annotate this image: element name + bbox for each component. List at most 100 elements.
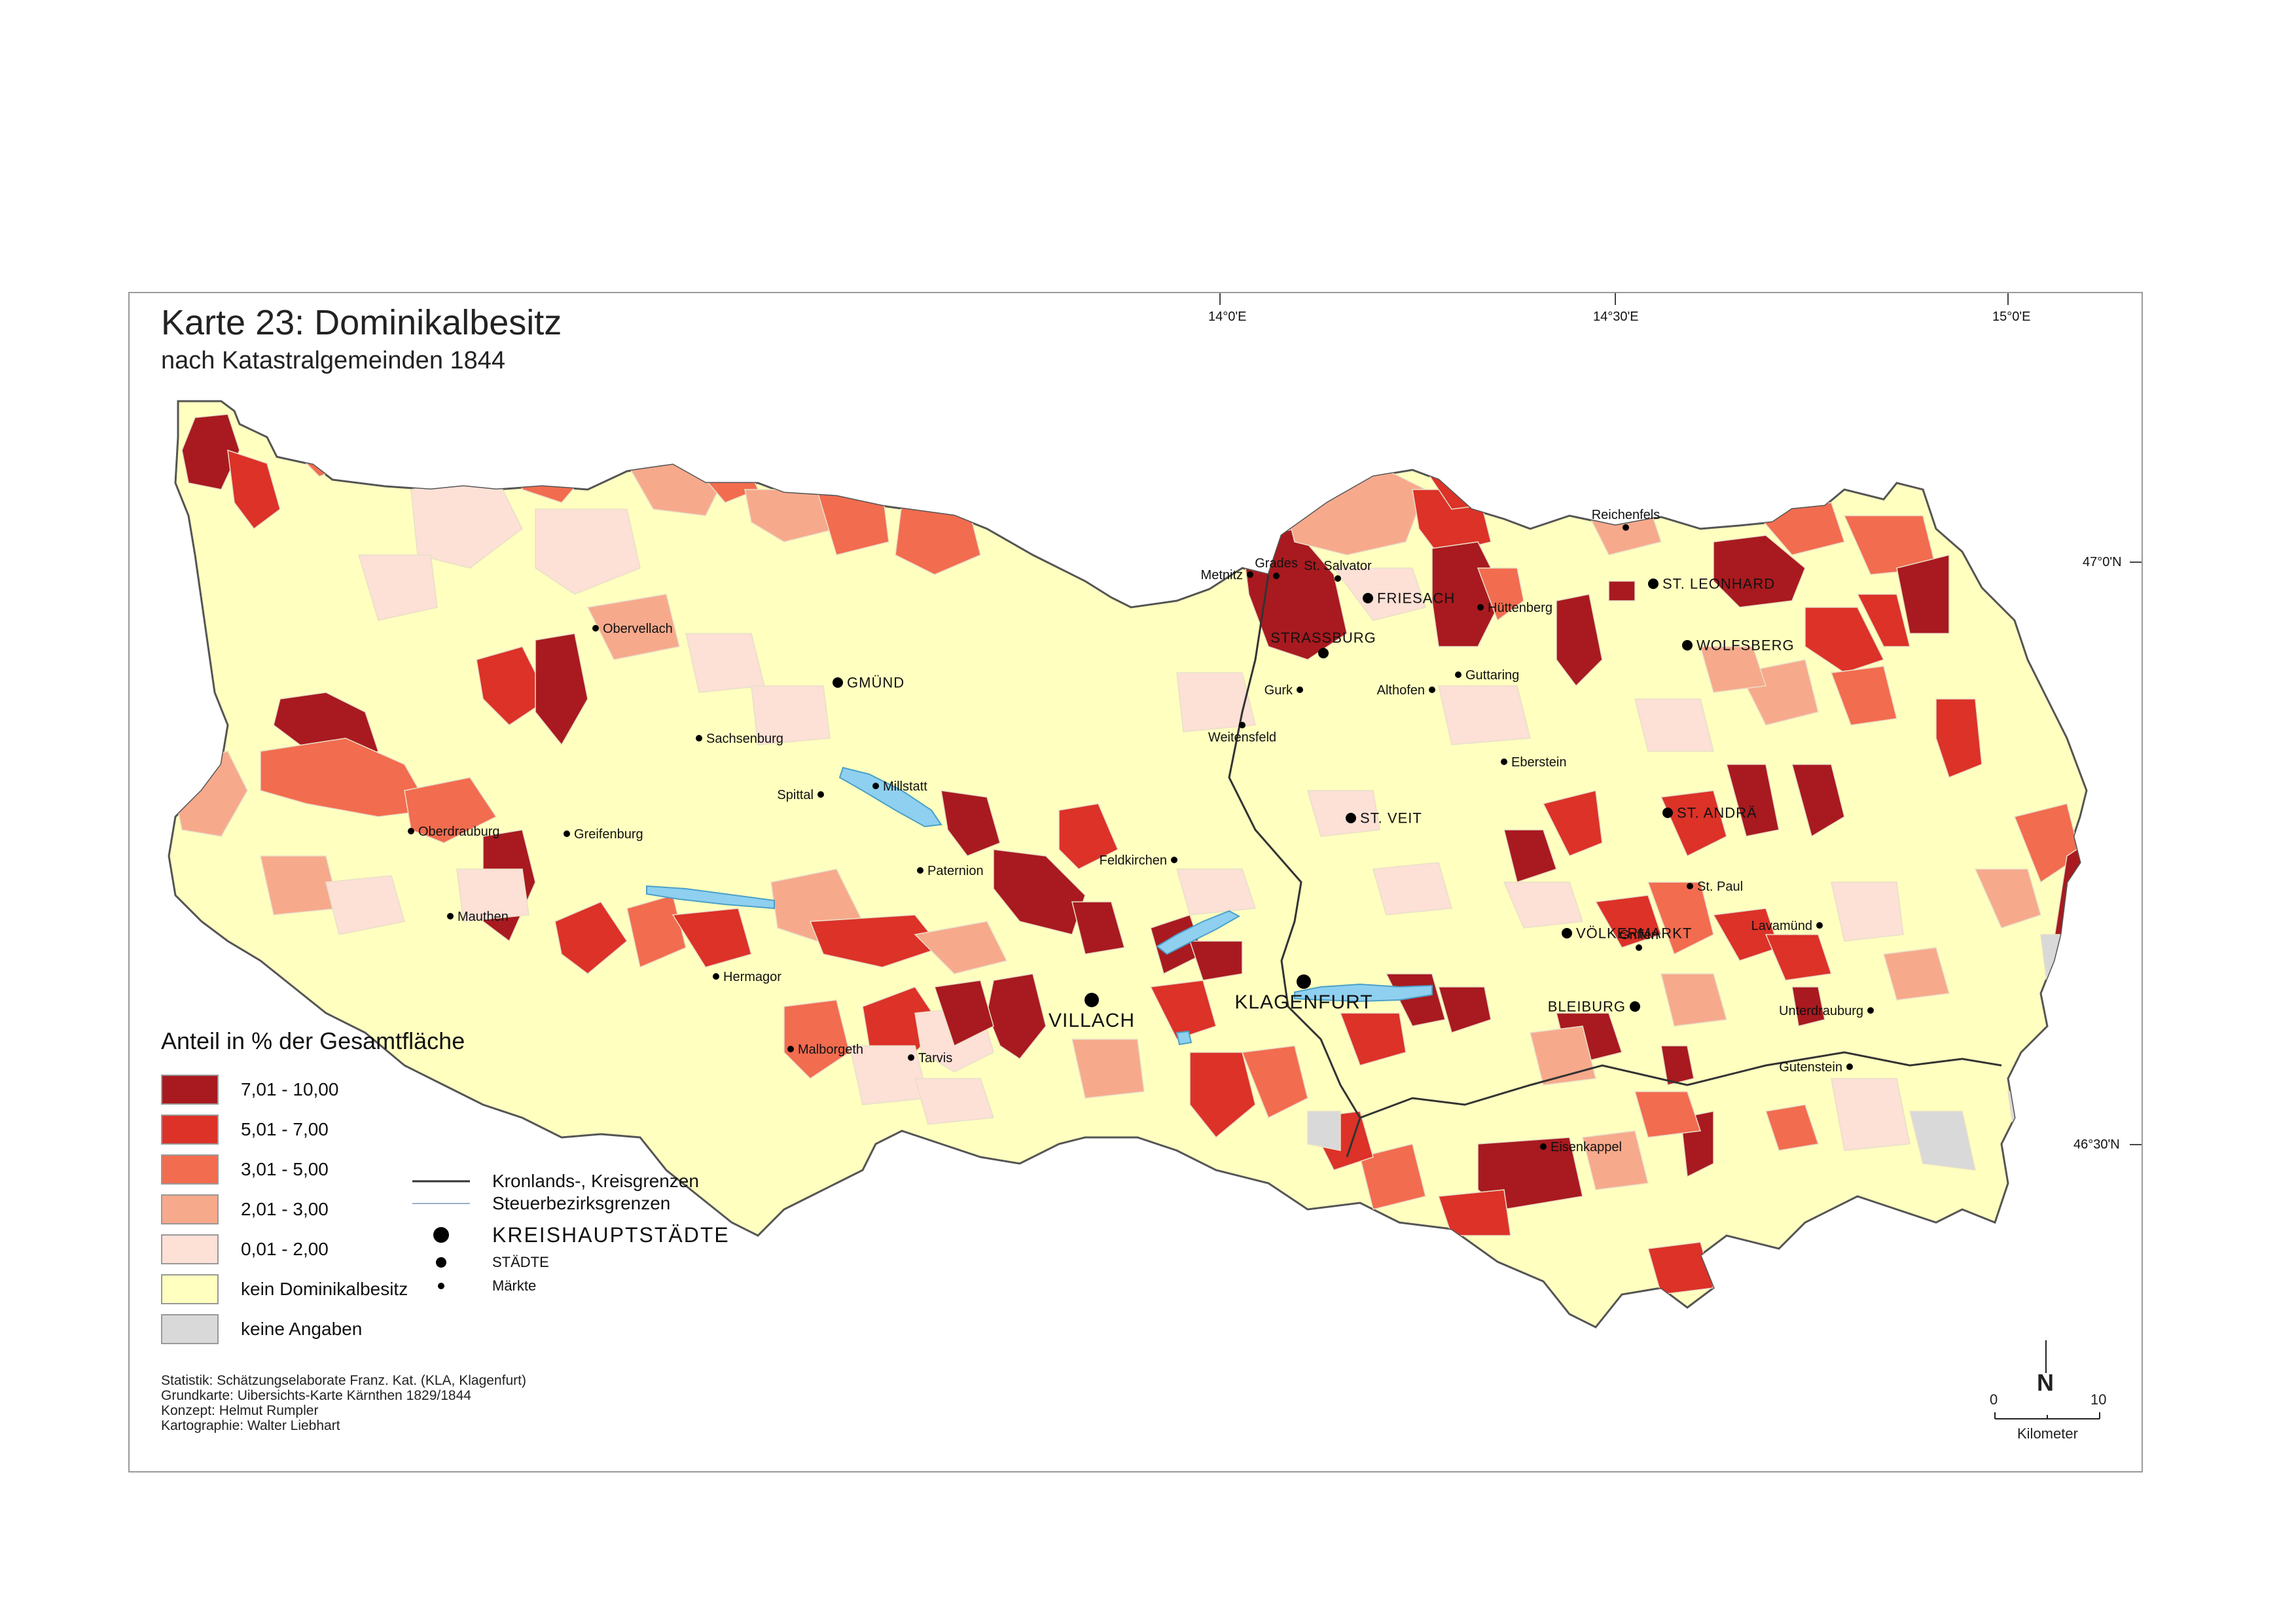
gemeinde-area bbox=[2007, 1091, 2048, 1138]
place-marker bbox=[1429, 687, 1435, 693]
gemeinde-area bbox=[456, 868, 529, 922]
place-label: Guttaring bbox=[1465, 668, 1519, 683]
gemeinde-area bbox=[1372, 862, 1452, 916]
credit-kartographie: Kartographie: Walter Liebhart bbox=[161, 1418, 340, 1433]
legend-class-4: 0,01 - 2,00 bbox=[161, 1229, 408, 1269]
place-label: ST. VEIT bbox=[1360, 810, 1422, 827]
place-label: ST. ANDRÄ bbox=[1677, 805, 1757, 821]
lat-label-46-30: 46°30'N bbox=[2073, 1137, 2120, 1152]
legend-label: 2,01 - 3,00 bbox=[241, 1198, 329, 1219]
place-marker bbox=[1239, 722, 1246, 728]
place-label: Paternion bbox=[927, 864, 984, 878]
place-marker bbox=[1648, 579, 1659, 589]
gemeinde-area bbox=[1307, 1111, 1341, 1151]
gemeinde-area bbox=[1149, 980, 1217, 1040]
gemeinde-area bbox=[1830, 666, 1897, 726]
gemeinde-area bbox=[1359, 1143, 1426, 1210]
gemeinde-area bbox=[1647, 882, 1714, 955]
legend-swatch bbox=[161, 1074, 219, 1105]
place-label: BLEIBURG bbox=[1548, 999, 1626, 1015]
place-label: STRASSBURG bbox=[1270, 630, 1376, 646]
gemeinde-area bbox=[1713, 535, 1806, 608]
gemeinde-area bbox=[1935, 698, 1982, 778]
legend-line-label: Steuerbezirksgrenzen bbox=[492, 1193, 671, 1213]
lat-label-47: 47°0'N bbox=[2083, 555, 2122, 569]
place-label: Eberstein bbox=[1511, 755, 1567, 770]
place-marker bbox=[1623, 524, 1629, 531]
gemeinde-area bbox=[357, 554, 438, 621]
legend-swatch bbox=[161, 1114, 219, 1145]
graticule bbox=[1219, 293, 2142, 1145]
gemeinde-area bbox=[1856, 594, 1910, 647]
place-marker bbox=[696, 735, 702, 741]
lon-label-15: 15°0'E bbox=[1992, 310, 2031, 324]
legend-symbol-label: Märkte bbox=[492, 1277, 537, 1294]
gemeinde-area bbox=[626, 895, 687, 969]
place-label: Althofen bbox=[1377, 683, 1425, 698]
gemeinde-area bbox=[1660, 1045, 1695, 1086]
place-marker bbox=[1363, 593, 1373, 603]
bezirk-line-sample bbox=[412, 1203, 470, 1204]
gemeinde-area bbox=[751, 685, 831, 745]
place-marker bbox=[1687, 883, 1693, 889]
place-marker bbox=[1455, 671, 1462, 678]
place-label: FRIESACH bbox=[1377, 590, 1455, 607]
legend-line-label: Kronlands-, Kreisgrenzen bbox=[492, 1171, 699, 1191]
place-label: Lavamünd bbox=[1751, 919, 1812, 933]
gemeinde-area bbox=[993, 849, 1086, 935]
place-label: Feldkirchen bbox=[1100, 853, 1167, 868]
place-marker bbox=[1501, 758, 1507, 765]
legend-class-3: 2,01 - 3,00 bbox=[161, 1189, 408, 1229]
place-label: Oberdrauburg bbox=[418, 825, 500, 839]
gemeinde-area bbox=[1726, 764, 1780, 837]
place-marker bbox=[1171, 857, 1177, 863]
gemeinde-area bbox=[1765, 1104, 1819, 1151]
kreis-boundaries bbox=[1228, 574, 2002, 1158]
legend-label: 7,01 - 10,00 bbox=[241, 1079, 339, 1099]
legend-symbol-stadt: STÄDTE bbox=[412, 1250, 730, 1275]
gemeinde-area bbox=[1241, 1045, 1308, 1119]
legend-class-0: 7,01 - 10,00 bbox=[161, 1069, 408, 1109]
place-label: Hermagor bbox=[723, 970, 781, 984]
place-marker bbox=[564, 830, 570, 837]
legend-symbol-kreis: KREISHAUPTSTÄDTE bbox=[412, 1220, 730, 1250]
legend-symbols: Kronlands-, Kreisgrenzen Steuerbezirksgr… bbox=[412, 1170, 730, 1297]
place-marker bbox=[1682, 640, 1693, 651]
gemeinde-area bbox=[1477, 567, 1524, 622]
weissensee bbox=[646, 885, 775, 910]
gemeinde-area bbox=[404, 777, 497, 844]
gemeinde-area bbox=[1634, 1091, 1702, 1138]
gemeinde-area bbox=[554, 901, 628, 974]
gemeinde-area bbox=[1333, 567, 1426, 621]
place-label: Griffen bbox=[1619, 928, 1659, 942]
gemeinde-area bbox=[509, 404, 601, 503]
stadt-symbol bbox=[412, 1257, 470, 1268]
legend-label: 5,01 - 7,00 bbox=[241, 1118, 329, 1139]
place-label: Malborgeth bbox=[798, 1043, 863, 1057]
place-marker bbox=[1540, 1143, 1547, 1150]
legend-class-1: 5,01 - 7,00 bbox=[161, 1109, 408, 1149]
gemeinde-area bbox=[1791, 764, 1845, 838]
legend-label: keine Angaben bbox=[241, 1318, 363, 1339]
gemeinde-area bbox=[1176, 672, 1256, 732]
gemeinde-area bbox=[1438, 685, 1531, 745]
legend-line-bezirk: Steuerbezirksgrenzen bbox=[412, 1192, 730, 1215]
place-marker bbox=[1662, 808, 1673, 818]
place-label: Spittal bbox=[777, 788, 814, 802]
gemeinde-area bbox=[1634, 698, 1714, 752]
place-label: Millstatt bbox=[883, 779, 927, 794]
gemeinde-area bbox=[914, 1078, 995, 1125]
gemeinde-area bbox=[1804, 607, 1885, 673]
place-marker bbox=[1335, 575, 1341, 582]
gemeinde-area bbox=[1071, 901, 1125, 955]
gemeinde-area bbox=[1176, 868, 1257, 916]
gemeinde-area bbox=[1896, 554, 1950, 634]
place-label: GMÜND bbox=[847, 675, 905, 691]
lon-label-14: 14°0'E bbox=[1208, 310, 1247, 324]
gemeinde-area bbox=[1339, 1012, 1407, 1066]
legend-title: Anteil in % der Gesamtfläche bbox=[161, 1027, 465, 1054]
gemeinde-area bbox=[1909, 1111, 1976, 1171]
credit-grundkarte: Grundkarte: Uibersichts-Karte Kärnthen 1… bbox=[161, 1388, 471, 1403]
place-marker bbox=[908, 1054, 914, 1061]
legend-class-2: 3,01 - 5,00 bbox=[161, 1149, 408, 1189]
